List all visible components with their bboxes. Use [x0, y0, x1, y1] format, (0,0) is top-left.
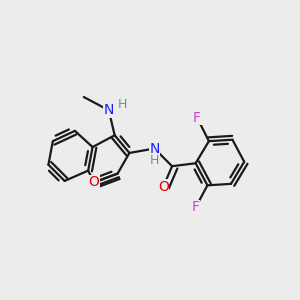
Text: H: H [117, 98, 127, 111]
Text: N: N [149, 142, 160, 155]
Text: O: O [158, 180, 169, 194]
Text: H: H [150, 154, 159, 167]
Text: O: O [88, 176, 100, 189]
Text: N: N [103, 103, 114, 117]
Text: F: F [192, 200, 200, 214]
Text: F: F [193, 111, 201, 124]
